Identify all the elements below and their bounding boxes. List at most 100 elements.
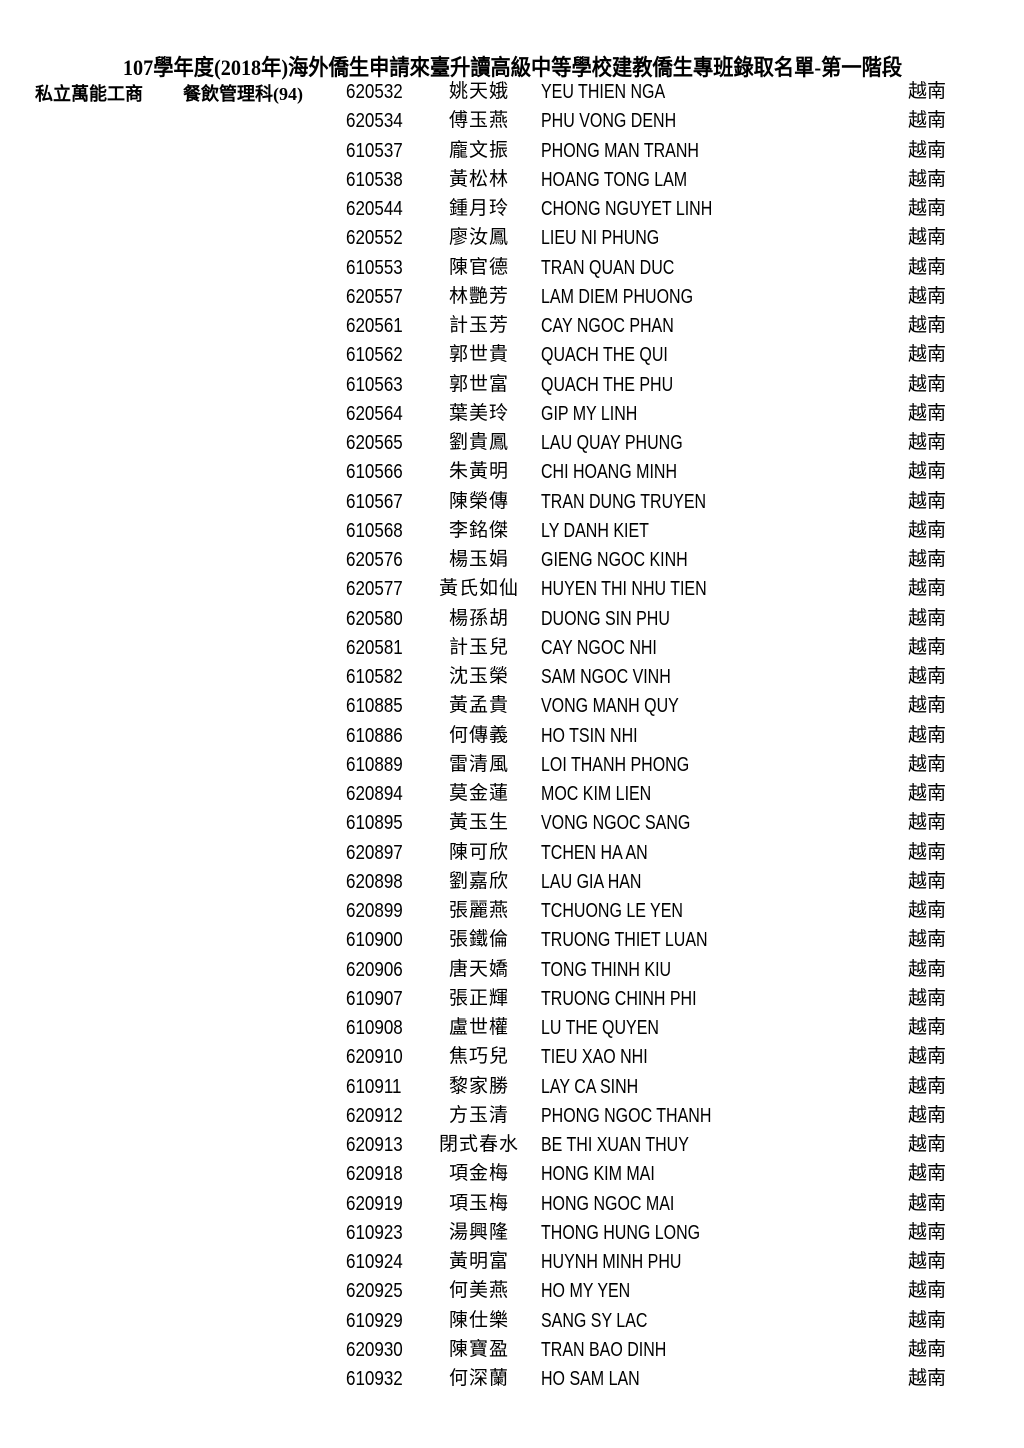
english-name: YEU THIEN NGA: [541, 81, 666, 103]
applicant-id: 620898: [346, 870, 403, 893]
list-row: 620577 黃氏如仙 HUYEN THI NHU TIEN 越南: [0, 577, 1024, 606]
chinese-name: 葉美玲: [448, 402, 509, 424]
country: 越南: [908, 929, 947, 951]
english-name: PHONG NGOC THANH: [541, 1104, 712, 1127]
school-name: 私立萬能工商: [35, 84, 143, 104]
list-row: 620913 閉式春水 BE THI XUAN THUY 越南: [0, 1133, 1024, 1162]
applicant-id: 620581: [346, 636, 403, 659]
country: 越南: [908, 1046, 947, 1068]
english-name: CAY NGOC NHI: [541, 636, 657, 659]
applicant-id: 620532: [346, 81, 403, 103]
list-row: 620898 劉嘉欣 LAU GIA HAN 越南: [0, 870, 1024, 899]
list-row: 610568 李銘傑 LY DANH KIET 越南: [0, 519, 1024, 548]
list-row: 610911 黎家勝 LAY CA SINH 越南: [0, 1075, 1024, 1104]
english-name: LAU QUAY PHUNG: [541, 432, 683, 454]
english-name: LY DANH KIET: [541, 519, 649, 542]
applicant-id: 610895: [346, 812, 403, 835]
english-name: TONG THINH KIU: [541, 958, 672, 981]
chinese-name: 黃氏如仙: [438, 578, 519, 600]
english-name: TRUONG THIET LUAN: [541, 929, 708, 952]
applicant-id: 620918: [346, 1163, 403, 1186]
chinese-name: 姚天娥: [448, 81, 509, 102]
country: 越南: [908, 1280, 947, 1302]
country: 越南: [908, 490, 947, 512]
english-name: GIP MY LINH: [541, 402, 638, 425]
country: 越南: [908, 1134, 947, 1155]
list-row: 620581 計玉兒 CAY NGOC NHI 越南: [0, 636, 1024, 665]
country: 越南: [908, 607, 947, 629]
country: 越南: [908, 1338, 947, 1360]
applicant-id: 620894: [346, 783, 403, 805]
applicant-id: 620557: [346, 285, 403, 308]
chinese-name: 項金梅: [448, 1163, 509, 1185]
english-name: CHI HOANG MINH: [541, 461, 677, 484]
department-name: 餐飲管理科(94): [183, 84, 303, 104]
chinese-name: 黃孟貴: [448, 695, 509, 717]
applicant-id: 610923: [346, 1221, 403, 1244]
english-name: MOC KIM LIEN: [541, 783, 652, 805]
country: 越南: [908, 315, 947, 336]
chinese-name: 郭世富: [448, 373, 509, 395]
applicant-id: 610553: [346, 256, 403, 279]
applicant-id: 610566: [346, 461, 403, 484]
chinese-name: 黃明富: [448, 1251, 509, 1272]
english-name: THONG HUNG LONG: [541, 1221, 701, 1244]
list-row: 610932 何深蘭 HO SAM LAN 越南: [0, 1367, 1024, 1396]
country: 越南: [908, 870, 947, 892]
list-row: 610929 陳仕樂 SANG SY LAC 越南: [0, 1309, 1024, 1338]
country: 越南: [908, 841, 947, 863]
country: 越南: [908, 81, 947, 102]
applicant-id: 610537: [346, 139, 403, 162]
chinese-name: 焦巧兒: [448, 1046, 509, 1068]
applicant-id: 610889: [346, 753, 403, 776]
chinese-name: 郭世貴: [448, 344, 509, 366]
english-name: HO SAM LAN: [541, 1368, 640, 1390]
country: 越南: [908, 110, 947, 132]
list-row: 620910 焦巧兒 TIEU XAO NHI 越南: [0, 1045, 1024, 1074]
country: 越南: [908, 1368, 947, 1389]
chinese-name: 黎家勝: [448, 1075, 509, 1097]
english-name: TRUONG CHINH PHI: [541, 987, 697, 1010]
list-row: 610900 張鐵倫 TRUONG THIET LUAN 越南: [0, 928, 1024, 957]
chinese-name: 莫金蓮: [448, 783, 509, 804]
list-row: 620534 傅玉燕 PHU VONG DENH 越南: [0, 109, 1024, 138]
list-row: 620897 陳可欣 TCHEN HA AN 越南: [0, 841, 1024, 870]
country: 越南: [908, 373, 947, 395]
list-row: 620552 廖汝鳳 LIEU NI PHUNG 越南: [0, 226, 1024, 255]
chinese-name: 楊玉娟: [448, 549, 509, 570]
english-name: LOI THANH PHONG: [541, 753, 690, 776]
chinese-name: 方玉清: [448, 1104, 509, 1126]
chinese-name: 陳寶盈: [448, 1338, 509, 1360]
applicant-id: 610932: [346, 1368, 403, 1390]
list-row: 620532 姚天娥 YEU THIEN NGA 越南: [0, 80, 1024, 109]
chinese-name: 計玉兒: [448, 636, 509, 658]
chinese-name: 傅玉燕: [448, 110, 509, 132]
list-row: 620544 鍾月玲 CHONG NGUYET LINH 越南: [0, 197, 1024, 226]
chinese-name: 項玉梅: [448, 1192, 509, 1214]
chinese-name: 張正輝: [448, 987, 509, 1009]
list-row: 610923 湯興隆 THONG HUNG LONG 越南: [0, 1221, 1024, 1250]
english-name: HUYNH MINH PHU: [541, 1251, 682, 1273]
english-name: VONG NGOC SANG: [541, 812, 691, 835]
country: 越南: [908, 461, 947, 483]
applicant-id: 610929: [346, 1309, 403, 1332]
applicant-id: 620552: [346, 227, 403, 250]
applicant-id: 610908: [346, 1017, 403, 1039]
chinese-name: 黃松林: [448, 168, 509, 190]
country: 越南: [908, 227, 947, 249]
applicant-id: 610907: [346, 987, 403, 1010]
applicant-id: 620577: [346, 578, 403, 601]
list-row: 620925 何美燕 HO MY YEN 越南: [0, 1279, 1024, 1308]
country: 越南: [908, 432, 947, 453]
applicant-id: 610562: [346, 344, 403, 367]
chinese-name: 陳官德: [448, 256, 509, 278]
english-name: BE THI XUAN THUY: [541, 1134, 689, 1156]
list-row: 620899 張麗燕 TCHUONG LE YEN 越南: [0, 899, 1024, 928]
list-row: 620912 方玉清 PHONG NGOC THANH 越南: [0, 1104, 1024, 1133]
english-name: LAU GIA HAN: [541, 870, 642, 893]
applicant-id: 620561: [346, 315, 403, 337]
chinese-name: 李銘傑: [448, 519, 509, 541]
chinese-name: 何美燕: [448, 1280, 509, 1302]
chinese-name: 劉貴鳳: [448, 432, 509, 453]
chinese-name: 湯興隆: [448, 1221, 509, 1243]
